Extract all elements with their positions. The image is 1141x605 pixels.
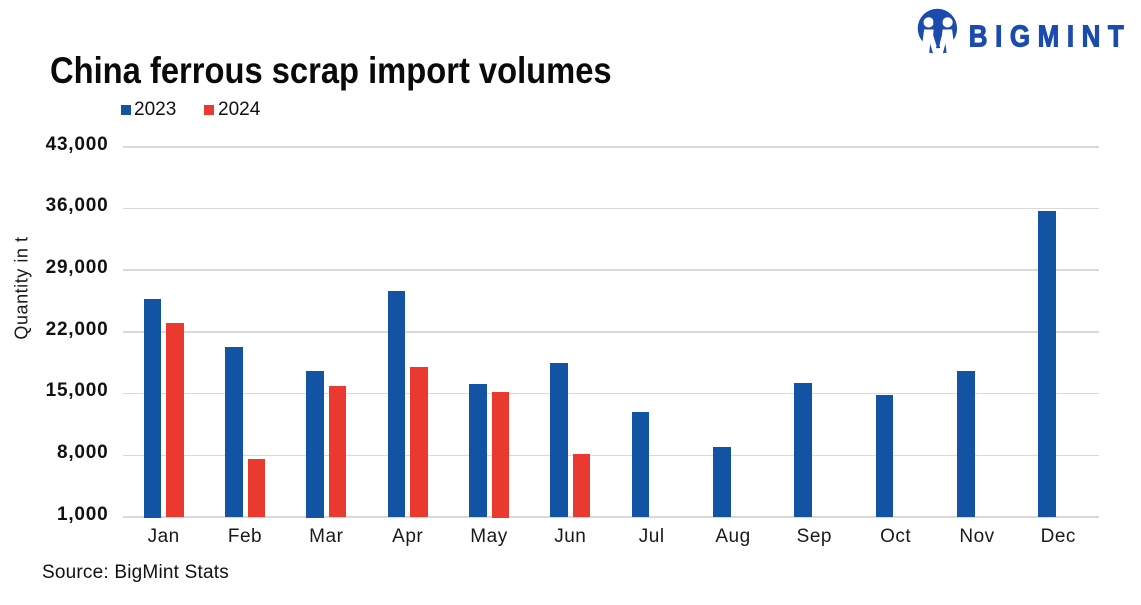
- svg-text:BIGMINT: BIGMINT: [969, 19, 1132, 54]
